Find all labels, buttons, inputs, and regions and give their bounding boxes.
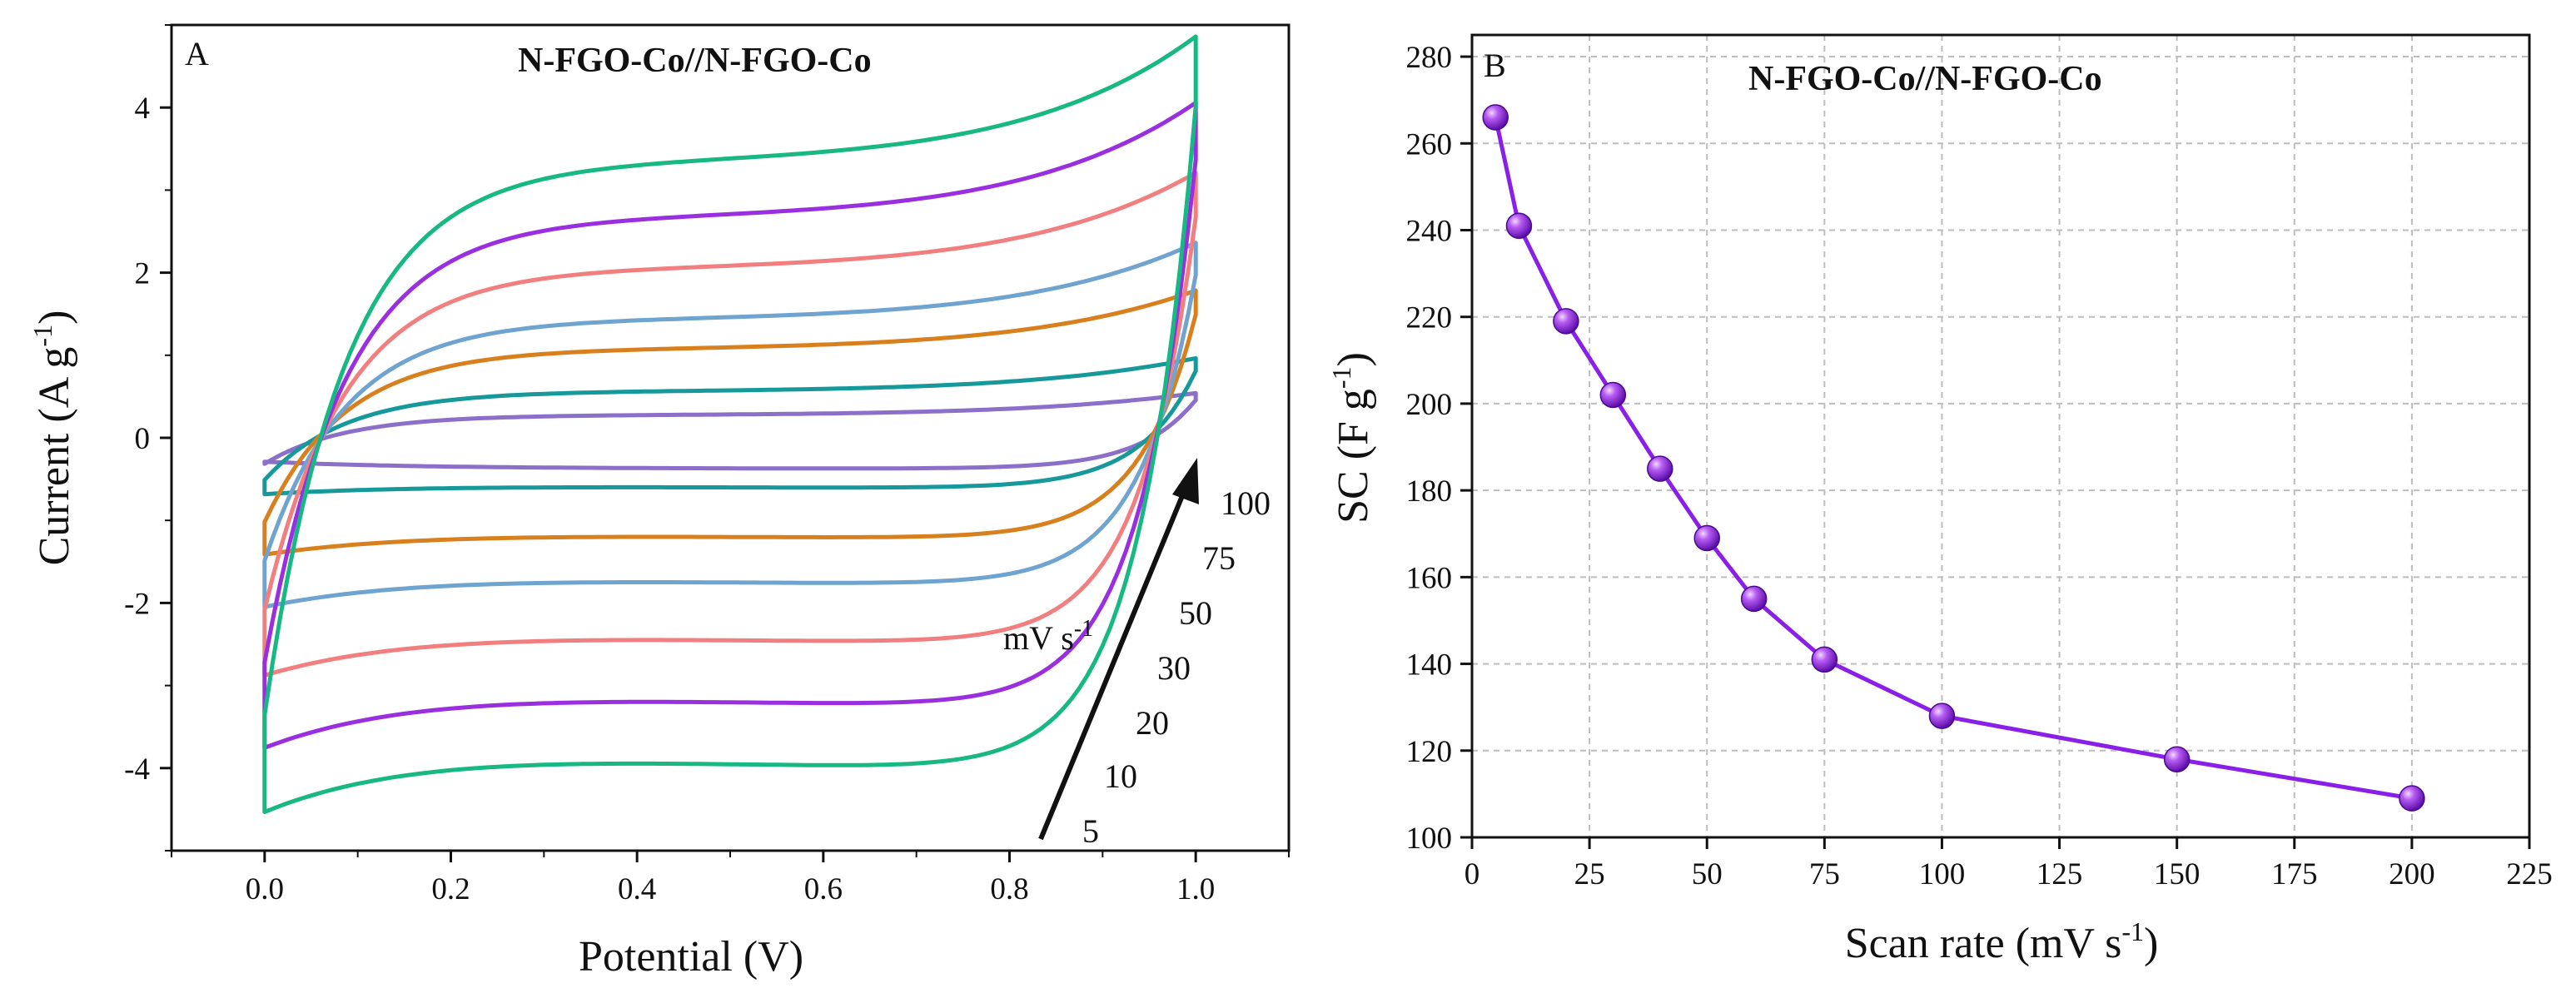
sc-y-tick-label: 260 — [1406, 127, 1453, 161]
sc-data-point — [1928, 703, 1956, 729]
scan-rate-label-20: 20 — [1136, 704, 1169, 742]
sc-y-tick-label: 200 — [1406, 388, 1453, 422]
cv-panel-label: A — [185, 35, 209, 72]
cv-curve-5 — [262, 390, 1198, 471]
sc-series-line — [1493, 117, 2413, 801]
scan-rate-label-10: 10 — [1104, 757, 1137, 795]
sc-x-tick-label: 75 — [1809, 857, 1840, 891]
cv-y-tick-label: -4 — [124, 752, 150, 787]
cv-y-tick-label: 0 — [135, 422, 151, 456]
scan-rate-label-100: 100 — [1221, 484, 1271, 522]
sc-y-tick-label: 120 — [1406, 735, 1453, 769]
sc-y-tick-label: 240 — [1406, 214, 1453, 248]
sc-y-ticks: 100 120 140 160 180 200 220 240 260 280 — [1406, 41, 1472, 856]
sc-data-point — [1553, 308, 1579, 335]
scan-direction-arrow-head — [1172, 458, 1199, 504]
cv-y-axis-title: Current (A g-1) — [27, 310, 78, 566]
sc-x-tick-label: 50 — [1692, 857, 1723, 891]
sc-data-point — [1505, 212, 1533, 240]
cv-y-tick-label: 4 — [135, 92, 151, 126]
cv-y-tick-label: 2 — [135, 257, 151, 291]
sc-plot-frame — [1470, 33, 2531, 839]
sc-x-tick-label: 100 — [1919, 857, 1966, 891]
sc-data-point — [1740, 585, 1768, 613]
cv-y-ticks: -4 -2 0 2 4 — [124, 24, 172, 852]
sc-x-tick-label: 0 — [1465, 857, 1480, 891]
cv-curve-75 — [262, 101, 1198, 750]
sc-data-point — [1647, 455, 1673, 482]
cv-curve-20 — [262, 288, 1198, 557]
sc-x-tick-label: 225 — [2506, 857, 2553, 891]
cv-x-ticks: 0.0 0.2 0.4 0.6 0.8 1.0 — [171, 851, 1290, 906]
cv-curve-30 — [262, 241, 1198, 609]
cv-x-tick-label: 1.0 — [1176, 872, 1215, 906]
sc-data-point — [1693, 524, 1720, 552]
sc-x-tick-label: 25 — [1574, 857, 1605, 891]
cv-panel: 0.0 0.2 0.4 0.6 0.8 1.0 -4 -2 0 2 4 A N-FGO-Co//N… — [27, 23, 1290, 981]
sc-y-axis-title: SC (F g-1) — [1326, 352, 1377, 524]
cv-curves — [262, 34, 1198, 814]
sc-x-ticks: 0 25 50 75 100 125 150 175 200 225 — [1465, 837, 2553, 891]
cv-curve-50 — [262, 171, 1198, 678]
sc-x-tick-label: 150 — [2154, 857, 2201, 891]
sc-y-tick-label: 140 — [1406, 648, 1453, 683]
sc-y-tick-label: 180 — [1406, 474, 1453, 509]
sc-data-point — [1811, 646, 1838, 673]
sc-x-axis-title: Scan rate (mV s-1) — [1845, 916, 2159, 967]
cv-x-tick-label: 0.2 — [431, 872, 470, 906]
cv-title: N-FGO-Co//N-FGO-Co — [518, 42, 872, 80]
sc-title: N-FGO-Co//N-FGO-Co — [1748, 60, 2102, 98]
sc-y-tick-label: 280 — [1406, 41, 1453, 75]
sc-y-tick-label: 160 — [1406, 561, 1453, 595]
sc-data-point — [2399, 785, 2425, 812]
cv-x-tick-label: 0.8 — [990, 872, 1028, 906]
sc-panel: 0 25 50 75 100 125 150 175 200 225 100 120 140 160 18… — [1326, 33, 2553, 967]
scan-rate-label-5: 5 — [1082, 812, 1099, 850]
sc-x-tick-label: 175 — [2271, 857, 2318, 891]
sc-x-tick-label: 125 — [2036, 857, 2083, 891]
cv-y-tick-label: -2 — [124, 587, 150, 621]
sc-data-point — [1599, 381, 1627, 409]
cv-curve-10 — [262, 355, 1198, 497]
sc-data-point — [1482, 104, 1509, 131]
sc-grid — [1472, 35, 2529, 837]
cv-x-axis-title: Potential (V) — [579, 933, 803, 981]
sc-series — [1482, 104, 2425, 812]
sc-y-tick-label: 220 — [1406, 301, 1453, 335]
cv-x-tick-label: 0.0 — [246, 872, 284, 906]
scan-rate-unit-label: mV s-1 — [1003, 616, 1093, 657]
sc-data-point — [2163, 746, 2191, 772]
scan-rate-annotation: mV s-1 5 10 20 30 50 75 100 — [1003, 458, 1271, 850]
scan-direction-arrow-shaft — [1038, 486, 1188, 841]
cv-x-tick-label: 0.6 — [804, 872, 843, 906]
scan-rate-label-50: 50 — [1179, 594, 1212, 632]
cv-x-tick-label: 0.4 — [618, 872, 656, 906]
sc-panel-label: B — [1484, 47, 1506, 84]
scan-rate-label-30: 30 — [1157, 649, 1191, 687]
sc-x-tick-label: 200 — [2389, 857, 2435, 891]
sc-y-tick-label: 100 — [1406, 822, 1453, 856]
cv-curve-100 — [262, 34, 1198, 814]
scan-rate-label-75: 75 — [1202, 539, 1236, 577]
